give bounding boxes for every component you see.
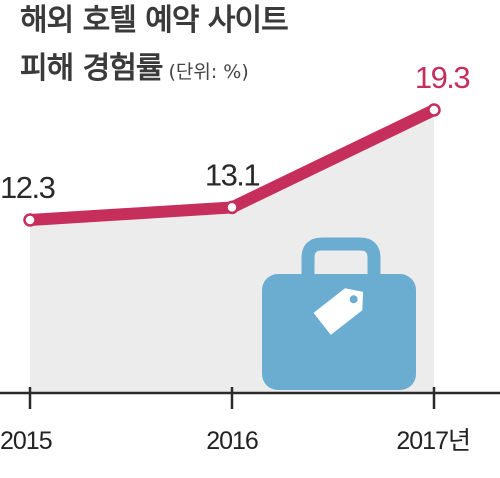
x-tick-label-0: 2015 [0,427,52,455]
data-label-0: 12.3 [0,170,55,205]
data-label-2: 19.3 [415,60,470,95]
suitcase-with-tag-icon [262,237,416,390]
suitcase-handle [301,237,381,276]
data-point-1 [225,200,239,215]
data-point-2 [427,103,441,117]
x-axis [0,387,500,409]
luggage-tag-hole [349,295,358,304]
data-point-0 [23,213,37,227]
data-labels: 12.3 13.1 19.3 [0,60,471,205]
chart-title-line2-row: 피해 경험률 (단위: %) [20,54,249,84]
chart-title-line2: 피해 경험률 [20,51,163,86]
suitcase-body [262,274,416,390]
data-points [23,103,441,227]
data-label-1: 13.1 [205,157,260,192]
x-tick-labels: 2015 2016 2017년 [0,427,471,455]
x-tick-label-1: 2016 [206,427,258,455]
unit-label: (단위: %) [168,61,249,83]
chart-title-line1: 해외 호텔 예약 사이트 [20,3,289,38]
x-tick-label-2: 2017년 [396,427,470,455]
luggage-tag [313,288,364,335]
